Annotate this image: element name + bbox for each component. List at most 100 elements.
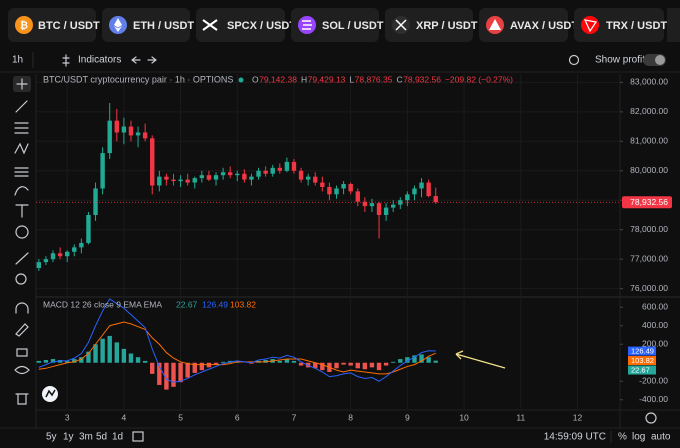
emoji-tool[interactable] xyxy=(15,225,29,239)
candle-body xyxy=(107,120,112,154)
candle-body xyxy=(334,188,339,195)
histogram-bar xyxy=(171,362,176,387)
y-tick-label: 200.00 xyxy=(642,339,668,349)
ohlc-legend: O 79,142.38 H 79,429.13 L 78,876.35 C 78,932.56… xyxy=(252,74,513,84)
tab[interactable]: ETH / USDT xyxy=(102,8,194,42)
text-tool[interactable] xyxy=(15,204,29,218)
auto-button[interactable]: auto xyxy=(651,432,671,443)
tab[interactable]: SOL / USDT xyxy=(291,8,384,42)
candle-body xyxy=(142,132,148,139)
ruler-tool[interactable] xyxy=(15,252,29,265)
magnet-tool[interactable] xyxy=(15,302,29,314)
histogram-bar xyxy=(220,361,226,363)
tab-label: XRP / USDT xyxy=(416,20,478,32)
tab[interactable]: XRP / USDT xyxy=(385,8,478,42)
range-button[interactable]: 3m xyxy=(79,432,93,443)
candle-body xyxy=(433,196,438,203)
undo-button[interactable] xyxy=(131,56,141,64)
histogram-bar xyxy=(157,362,162,385)
histogram-bar xyxy=(150,362,155,374)
fib-tool[interactable] xyxy=(14,167,29,177)
candle-body xyxy=(185,179,190,183)
trendline-tool[interactable] xyxy=(15,100,28,113)
signal-line xyxy=(38,321,436,375)
tab[interactable]: ₿ BTC / USDT xyxy=(8,8,100,42)
y-tick-label: 81,000.00 xyxy=(630,136,668,146)
range-button[interactable]: 1y xyxy=(63,432,74,443)
candle-body xyxy=(50,253,56,260)
lines-tool[interactable] xyxy=(14,122,29,134)
histogram-bar xyxy=(43,359,49,363)
show-profit-toggle[interactable] xyxy=(643,54,666,66)
candle-body xyxy=(327,186,332,195)
ohlc-value: 78,932.56 xyxy=(403,74,441,84)
delete-tool[interactable] xyxy=(15,393,29,405)
range-button[interactable]: 1d xyxy=(112,432,123,443)
y-tick-label: -400.00 xyxy=(639,394,668,404)
candle-body xyxy=(235,173,240,176)
histogram-bar xyxy=(93,344,98,363)
histogram-bar xyxy=(376,362,382,371)
y-tick-label: 77,000.00 xyxy=(630,253,668,263)
tab-label: SOL / USDT xyxy=(322,20,384,32)
histogram-bar xyxy=(185,362,190,378)
log-button[interactable]: log xyxy=(632,432,645,443)
candle-body xyxy=(263,170,268,174)
lock-tool[interactable] xyxy=(16,348,28,357)
percent-button[interactable]: % xyxy=(618,432,627,443)
value-badge xyxy=(628,346,656,356)
x-tick-label: 4 xyxy=(122,412,127,422)
brush-tool[interactable] xyxy=(14,186,29,196)
histogram-bar xyxy=(369,362,375,368)
histogram-bar xyxy=(199,362,205,371)
candle-body xyxy=(121,126,127,133)
hide-tool[interactable] xyxy=(14,365,30,375)
axis-settings[interactable] xyxy=(645,412,657,424)
tab[interactable]: TRX / USDT xyxy=(574,8,667,42)
x-tick-label: 8 xyxy=(348,412,353,422)
drawing-toolbar xyxy=(13,76,31,405)
y-tick-label: 76,000.00 xyxy=(630,283,668,293)
histogram-bar xyxy=(135,357,141,363)
x-tick-label: 7 xyxy=(292,412,297,422)
zoom-tool[interactable] xyxy=(15,273,27,285)
grid xyxy=(36,74,620,409)
interval-button[interactable]: 1h xyxy=(12,55,23,66)
candle-body xyxy=(128,126,134,136)
range-button[interactable]: 5d xyxy=(96,432,107,443)
candle-body xyxy=(313,176,318,183)
ohlc-value: 79,429.13 xyxy=(308,74,346,84)
legend-value: 103.82 xyxy=(230,299,256,309)
candle-body xyxy=(220,172,226,176)
candle-body xyxy=(249,176,254,180)
pattern-tool[interactable] xyxy=(14,142,29,155)
indicators-icon xyxy=(62,54,70,67)
settings-button[interactable] xyxy=(568,54,580,66)
histogram-bar xyxy=(121,348,127,363)
clock: 14:59:09 UTC xyxy=(544,432,606,443)
histogram-bar xyxy=(348,362,353,366)
redo-button[interactable] xyxy=(147,56,157,64)
histogram-bar xyxy=(142,360,148,363)
indicators-button[interactable]: Indicators xyxy=(78,55,121,66)
range-button[interactable]: 5y xyxy=(46,432,57,443)
histogram-bar xyxy=(426,357,431,363)
status-dot xyxy=(238,77,244,83)
tab[interactable]: SPCX / USDT xyxy=(196,8,296,42)
legend-value: 22.67 xyxy=(176,299,198,309)
logo[interactable] xyxy=(42,386,58,402)
histogram-bar xyxy=(398,359,403,363)
value-badge-label: 126.49 xyxy=(631,347,654,356)
goto-date-button[interactable] xyxy=(132,431,144,442)
histogram-bar xyxy=(128,353,134,363)
candle-body xyxy=(291,161,297,171)
keep-drawing-tool[interactable] xyxy=(15,323,29,337)
candle-body xyxy=(36,262,42,269)
candle-body xyxy=(383,207,389,215)
x-tick-label: 12 xyxy=(573,412,583,422)
tab[interactable]: AVAX / USDT xyxy=(479,8,578,42)
candle-body xyxy=(305,176,311,180)
histogram-bar xyxy=(192,362,197,373)
candle-body xyxy=(369,203,375,207)
